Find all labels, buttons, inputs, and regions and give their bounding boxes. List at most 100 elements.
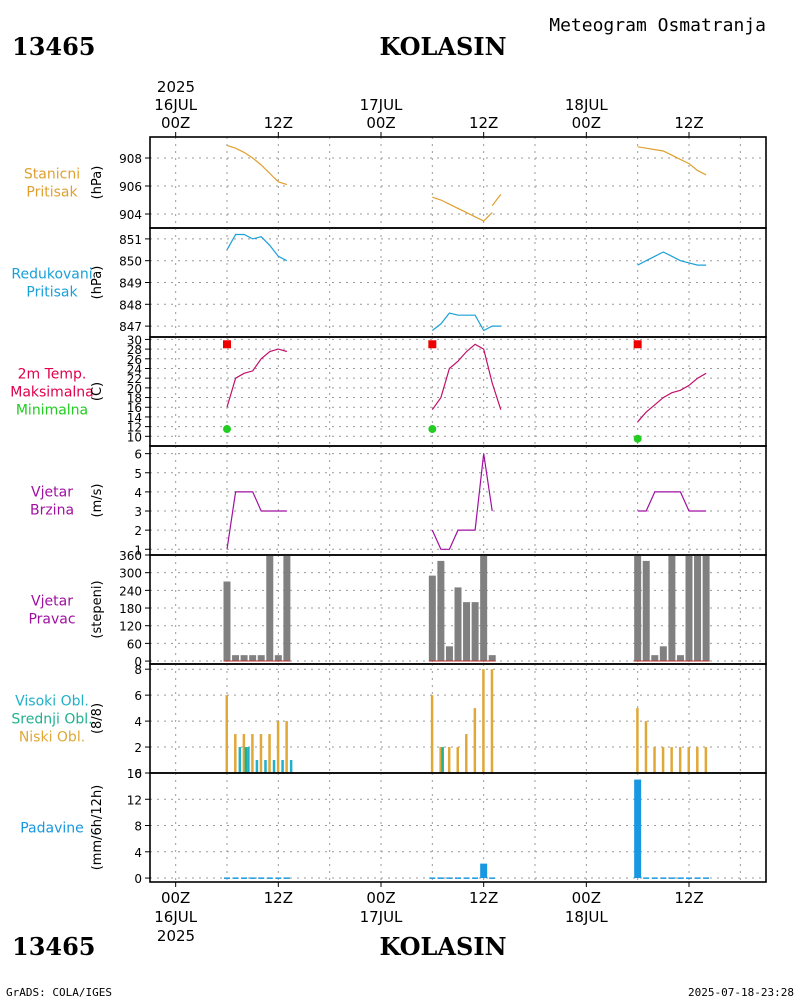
precip-bar	[446, 877, 453, 879]
cloud-bar	[247, 747, 250, 773]
y-tick-label: 300	[119, 567, 142, 581]
panel-wind-speed: 1 2 3 4 5 6 Vjetar Brzina (m/s)	[30, 445, 767, 557]
winddir-bar	[223, 581, 231, 662]
date-label-bottom: 16JUL	[154, 908, 197, 926]
precip-bar	[668, 877, 675, 879]
precip-bar	[429, 877, 436, 879]
y-tick-label: 906	[119, 180, 142, 194]
cloud-bar	[465, 734, 468, 773]
cloud-bar	[259, 734, 263, 773]
precip-bar	[249, 877, 256, 879]
winddir-bar	[437, 560, 445, 662]
series-line	[491, 194, 502, 206]
panel-station-pressure: 904 906 908 Stanicni Pritisak (hPa)	[24, 136, 767, 229]
cloud-bar	[439, 747, 442, 773]
y-tick-label: 849	[119, 277, 142, 291]
cloud-bar	[456, 747, 459, 773]
time-tick-top: 00Z	[161, 114, 190, 132]
panel-precipitation: 0 4 8 12 16 Padavine (mm/6h/12h)	[20, 767, 767, 886]
winddir-bar	[659, 646, 667, 662]
precip-bar	[480, 863, 488, 879]
y-tick-label: 851	[119, 233, 142, 247]
y-tick-label: 0	[134, 767, 142, 781]
cloud-bar	[430, 695, 434, 773]
cloud-bar	[482, 669, 485, 773]
winddir-bar	[634, 555, 642, 662]
winddir-bar	[240, 655, 248, 662]
cloud-bar	[473, 708, 477, 773]
cloud-bar	[225, 695, 228, 773]
y-tick-label: 26	[127, 353, 142, 367]
y-tick-label: 12	[127, 421, 142, 435]
cloud-bar	[636, 708, 639, 773]
cloud-bar	[272, 760, 276, 773]
cloud-bar	[281, 760, 284, 773]
time-tick-bottom: 12Z	[469, 889, 498, 907]
precip-bar	[455, 877, 461, 879]
y-axis-unit: (hPa)	[90, 166, 105, 200]
cloud-bar	[255, 760, 259, 773]
series-line	[432, 196, 493, 222]
cloud-bar	[244, 747, 248, 773]
precip-bar	[241, 877, 248, 879]
y-tick-label: 120	[119, 620, 142, 634]
time-tick-top: 00Z	[572, 114, 601, 132]
tmin-marker	[223, 425, 231, 434]
winddir-bar	[676, 655, 684, 662]
y-tick-label: 847	[119, 320, 142, 334]
cloud-bar	[696, 747, 699, 773]
tmax-marker	[633, 340, 642, 349]
y-axis-unit: (C)	[90, 382, 105, 401]
series-line	[226, 144, 288, 186]
winddir-bar	[428, 575, 436, 662]
cloud-bar	[242, 734, 246, 773]
precip-bar	[283, 877, 290, 879]
winddir-bar	[480, 555, 488, 662]
y-tick-label: 4	[134, 486, 142, 500]
y-tick-label: 850	[119, 255, 142, 269]
y-tick-label: 60	[127, 637, 142, 651]
cloud-bar	[251, 734, 254, 773]
series-line	[637, 491, 707, 512]
y-tick-label: 20	[127, 382, 142, 396]
cloud-bar	[704, 747, 708, 773]
y-tick-label: 16	[127, 767, 142, 781]
station-name-bottom: KOLASIN	[379, 932, 506, 961]
winddir-bar	[266, 555, 274, 662]
tmax-marker	[428, 340, 437, 349]
y-tick-label: 6	[134, 448, 142, 462]
time-tick-top: 00Z	[366, 114, 395, 132]
winddir-bar	[454, 587, 462, 662]
y-tick-label: 180	[119, 602, 142, 616]
y-axis-unit: (m/s)	[90, 484, 105, 518]
precip-bar	[472, 877, 479, 879]
winddir-bar	[668, 555, 676, 662]
y-tick-label: 2	[134, 741, 142, 755]
panel-frame	[149, 445, 767, 556]
y-axis-unit: (mm/6h/12h)	[90, 785, 105, 871]
tmax-marker	[223, 340, 231, 349]
series-line	[431, 312, 501, 332]
winddir-bar	[445, 646, 453, 662]
panel-label: Minimalna	[16, 403, 88, 419]
precip-bar	[686, 877, 692, 879]
panel-frame	[149, 336, 767, 447]
winddir-bar	[685, 555, 693, 662]
cloud-bar	[447, 747, 451, 773]
series-line	[637, 372, 707, 423]
panel-label: Redukovani	[11, 267, 92, 283]
date-label-top: 17JUL	[360, 96, 403, 114]
y-tick-label: 18	[127, 392, 142, 406]
panel-label: Stanicni	[24, 167, 80, 183]
footer-timestamp: 2025-07-18-23:28	[688, 986, 794, 999]
station-id-bottom: 13465	[12, 932, 96, 961]
y-tick-label: 30	[127, 333, 142, 347]
winddir-bar	[274, 655, 282, 662]
y-tick-label: 8	[134, 663, 142, 677]
cloud-bar	[234, 734, 237, 773]
precip-bar	[275, 877, 282, 879]
time-tick-top: 12Z	[469, 114, 498, 132]
cloud-bar	[285, 721, 288, 773]
station-id-top: 13465	[12, 32, 96, 61]
winddir-bar	[488, 655, 496, 662]
